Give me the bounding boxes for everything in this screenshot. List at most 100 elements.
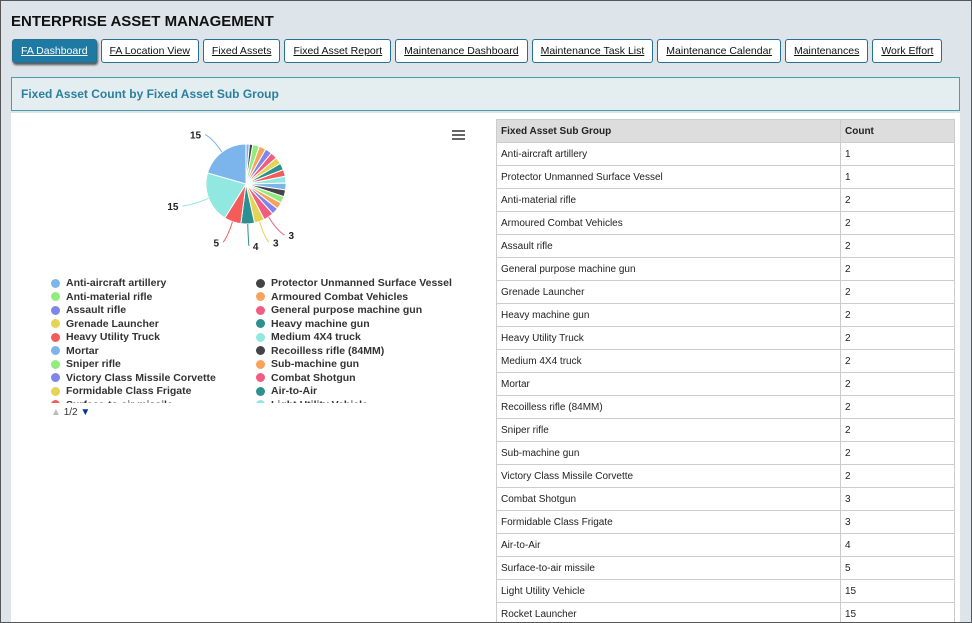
table-row: Sub-machine gun 2 xyxy=(496,441,955,465)
legend-item[interactable]: Anti-aircraft artillery xyxy=(51,277,256,289)
table-row: Air-to-Air 4 xyxy=(496,533,955,557)
legend-label: Victory Class Missile Corvette xyxy=(66,371,216,384)
name-cell: Grenade Launcher xyxy=(496,280,841,304)
count-cell: 2 xyxy=(840,395,955,419)
name-cell: Air-to-Air xyxy=(496,533,841,557)
tab[interactable]: Maintenance Dashboard xyxy=(395,39,528,63)
legend-label: Assault rifle xyxy=(66,304,127,316)
name-cell: Surface-to-air missile xyxy=(496,556,841,580)
table-row: Medium 4X4 truck 2 xyxy=(496,349,955,373)
count-cell: 2 xyxy=(840,441,955,465)
pie-slice xyxy=(206,143,247,185)
legend-label: Anti-material rifle xyxy=(66,290,153,303)
name-cell: Heavy machine gun xyxy=(496,303,841,327)
panel-title: Fixed Asset Count by Fixed Asset Sub Gro… xyxy=(11,77,960,111)
legend-item[interactable]: Victory Class Missile Corvette xyxy=(51,372,256,384)
legend-item[interactable]: Medium 4X4 truck xyxy=(256,331,471,343)
legend-item[interactable]: Combat Shotgun xyxy=(256,372,471,384)
legend-label: Heavy machine gun xyxy=(271,317,370,330)
tab[interactable]: Work Effort xyxy=(872,39,943,63)
legend-label: Sniper rifle xyxy=(66,358,121,370)
tab[interactable]: FA Dashboard xyxy=(12,39,97,63)
count-cell: 15 xyxy=(840,602,955,622)
pager-text: 1/2 xyxy=(63,407,78,418)
legend-label: Combat Shotgun xyxy=(271,371,356,384)
legend-swatch xyxy=(256,386,265,396)
legend-item[interactable]: Protector Unmanned Surface Vessel xyxy=(256,277,471,289)
data-label: 5 xyxy=(213,238,219,249)
count-cell: 1 xyxy=(840,142,955,166)
legend-label: Armoured Combat Vehicles xyxy=(271,290,409,303)
legend-swatch xyxy=(256,359,265,369)
table-row: Assault rifle 2 xyxy=(496,234,955,258)
count-cell: 2 xyxy=(840,280,955,304)
table-row: Formidable Class Frigate 3 xyxy=(496,510,955,534)
tab[interactable]: Fixed Asset Report xyxy=(284,39,392,63)
count-cell: 2 xyxy=(840,234,955,258)
tab[interactable]: Maintenances xyxy=(784,39,869,63)
legend-label: Recoilless rifle (84MM) xyxy=(271,344,385,357)
count-cell: 1 xyxy=(840,165,955,189)
name-cell: Rocket Launcher xyxy=(496,602,841,622)
legend-item[interactable]: Sub-machine gun xyxy=(256,358,471,370)
pager-down[interactable]: ▼ xyxy=(80,407,91,418)
count-cell: 2 xyxy=(840,303,955,327)
legend-label: Air-to-Air xyxy=(271,385,318,397)
legend-label: Formidable Class Frigate xyxy=(66,385,192,397)
name-cell: Formidable Class Frigate xyxy=(496,510,841,534)
menu-bar xyxy=(452,130,465,132)
legend-swatch xyxy=(51,346,60,355)
tab[interactable]: Maintenance Calendar xyxy=(657,39,781,63)
legend-label: General purpose machine gun xyxy=(271,304,423,316)
legend-item[interactable]: Surface-to-air missile xyxy=(51,399,256,403)
data-label: 15 xyxy=(167,202,179,213)
chart-menu[interactable] xyxy=(452,130,465,140)
table-row: Victory Class Missile Corvette 2 xyxy=(496,464,955,488)
legend-swatch xyxy=(51,386,60,396)
legend-item[interactable]: General purpose machine gun xyxy=(256,304,471,316)
name-cell: Victory Class Missile Corvette xyxy=(496,464,841,488)
legend-item[interactable]: Grenade Launcher xyxy=(51,318,256,330)
count-cell: 2 xyxy=(840,211,955,235)
pager-up[interactable]: ▲ xyxy=(51,407,61,418)
count-cell: 2 xyxy=(840,326,955,350)
legend-swatch xyxy=(51,292,60,301)
menu-bar xyxy=(452,134,465,136)
table-row: Anti-material rifle 2 xyxy=(496,188,955,212)
column-header: Fixed Asset Sub Group xyxy=(496,119,841,143)
label-connector xyxy=(259,221,270,243)
tab[interactable]: Fixed Assets xyxy=(202,39,281,63)
pie-chart: 33 4 5 15 15 xyxy=(167,130,465,253)
legend-item[interactable]: Formidable Class Frigate xyxy=(51,385,256,397)
legend-swatch xyxy=(256,319,265,328)
legend-swatch xyxy=(51,305,60,315)
name-cell: Light Utility Vehicle xyxy=(496,579,841,603)
legend-item[interactable]: Mortar xyxy=(51,345,256,357)
legend-item[interactable]: Anti-material rifle xyxy=(51,291,256,303)
legend-item[interactable]: Heavy Utility Truck xyxy=(51,331,256,343)
legend-item[interactable]: Light Utility Vehicle xyxy=(256,399,471,404)
tab[interactable]: Maintenance Task List xyxy=(531,39,654,63)
tab[interactable]: FA Location View xyxy=(100,39,199,63)
legend-item[interactable]: Sniper rifle xyxy=(51,358,256,370)
legend-item[interactable]: Air-to-Air xyxy=(256,385,471,397)
legend-item[interactable]: Assault rifle xyxy=(51,304,256,316)
legend-item[interactable]: Recoilless rifle (84MM) xyxy=(256,345,471,357)
count-cell: 3 xyxy=(840,487,955,511)
label-connector xyxy=(247,223,250,246)
label-connector xyxy=(268,216,285,236)
name-cell: Combat Shotgun xyxy=(496,487,841,511)
table-row: Combat Shotgun 3 xyxy=(496,487,955,511)
legend-swatch xyxy=(51,400,60,403)
table-row: Grenade Launcher 2 xyxy=(496,280,955,304)
legend-item[interactable]: Heavy machine gun xyxy=(256,318,471,330)
table-row: Light Utility Vehicle 15 xyxy=(496,579,955,603)
table-row: Protector Unmanned Surface Vessel 1 xyxy=(496,165,955,189)
table-row: Anti-aircraft artillery 1 xyxy=(496,142,955,166)
table-row: Heavy machine gun 2 xyxy=(496,303,955,327)
legend-label: Heavy Utility Truck xyxy=(66,331,160,343)
legend-label: Light Utility Vehicle xyxy=(271,399,368,404)
name-cell: Anti-aircraft artillery xyxy=(496,142,841,166)
table-row: Surface-to-air missile 5 xyxy=(496,556,955,580)
legend-item[interactable]: Armoured Combat Vehicles xyxy=(256,291,471,303)
